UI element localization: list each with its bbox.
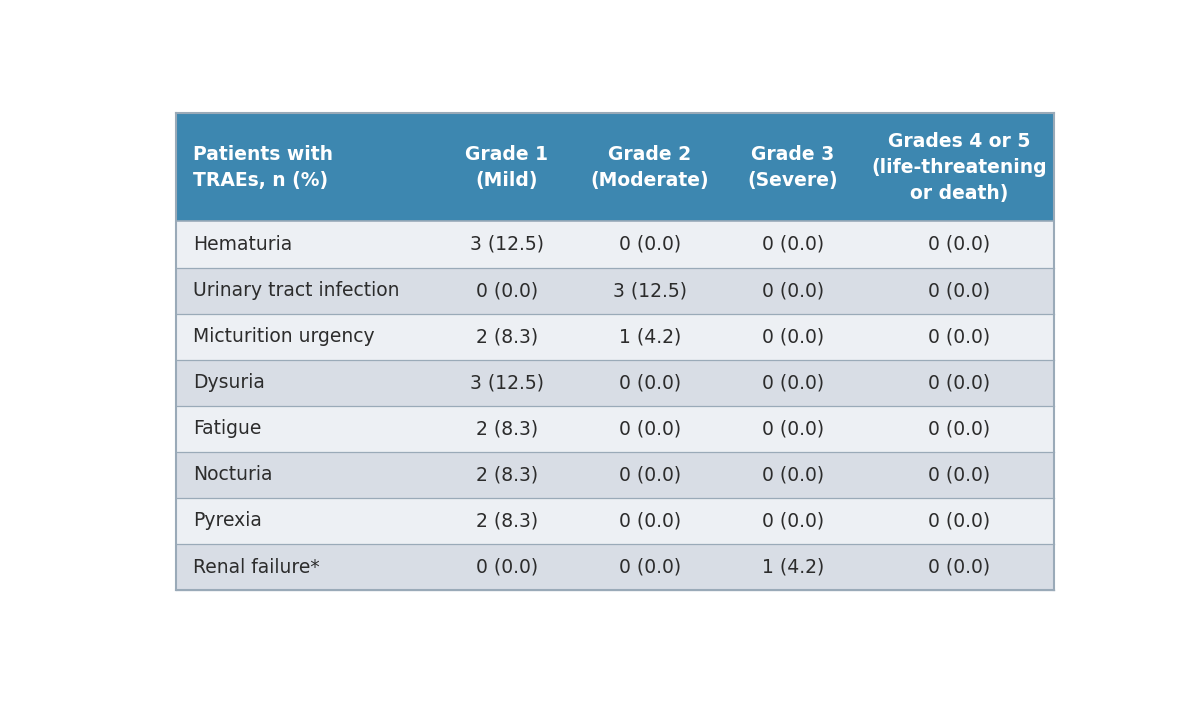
Text: Grade 1
(Mild): Grade 1 (Mild) — [466, 145, 548, 190]
Text: 2 (8.3): 2 (8.3) — [475, 327, 538, 346]
Bar — [578, 314, 721, 360]
Text: 0 (0.0): 0 (0.0) — [928, 327, 990, 346]
Text: 0 (0.0): 0 (0.0) — [762, 281, 824, 300]
Bar — [578, 360, 721, 406]
Text: 0 (0.0): 0 (0.0) — [928, 420, 990, 438]
Bar — [721, 221, 864, 267]
Text: 0 (0.0): 0 (0.0) — [928, 235, 990, 254]
Text: 0 (0.0): 0 (0.0) — [619, 420, 680, 438]
Text: 3 (12.5): 3 (12.5) — [469, 235, 544, 254]
Bar — [578, 406, 721, 452]
Text: 0 (0.0): 0 (0.0) — [619, 557, 680, 577]
Bar — [721, 498, 864, 544]
Bar — [721, 452, 864, 498]
Bar — [176, 267, 436, 314]
Text: 0 (0.0): 0 (0.0) — [762, 420, 824, 438]
Bar — [436, 221, 578, 267]
Text: 0 (0.0): 0 (0.0) — [619, 465, 680, 485]
Text: Grade 2
(Moderate): Grade 2 (Moderate) — [590, 145, 709, 190]
Bar — [578, 544, 721, 590]
Text: 0 (0.0): 0 (0.0) — [619, 511, 680, 531]
Bar — [721, 113, 864, 221]
Text: 0 (0.0): 0 (0.0) — [928, 281, 990, 300]
Bar — [176, 406, 436, 452]
Bar — [864, 113, 1054, 221]
Bar — [436, 452, 578, 498]
Bar — [864, 544, 1054, 590]
Bar — [721, 360, 864, 406]
Text: Renal failure*: Renal failure* — [193, 557, 319, 577]
Text: Hematuria: Hematuria — [193, 235, 292, 254]
Text: 3 (12.5): 3 (12.5) — [613, 281, 686, 300]
Bar — [176, 113, 436, 221]
Bar — [864, 360, 1054, 406]
Text: 2 (8.3): 2 (8.3) — [475, 465, 538, 485]
Text: 2 (8.3): 2 (8.3) — [475, 511, 538, 531]
Text: Urinary tract infection: Urinary tract infection — [193, 281, 400, 300]
Text: Nocturia: Nocturia — [193, 465, 272, 485]
Bar — [578, 221, 721, 267]
Bar — [176, 452, 436, 498]
Text: 0 (0.0): 0 (0.0) — [762, 465, 824, 485]
Bar — [176, 498, 436, 544]
Bar — [864, 406, 1054, 452]
Text: 0 (0.0): 0 (0.0) — [928, 511, 990, 531]
Text: 0 (0.0): 0 (0.0) — [762, 235, 824, 254]
Bar — [864, 221, 1054, 267]
Text: 0 (0.0): 0 (0.0) — [928, 465, 990, 485]
Text: 3 (12.5): 3 (12.5) — [469, 373, 544, 392]
Text: Fatigue: Fatigue — [193, 420, 262, 438]
Bar — [176, 544, 436, 590]
Text: 0 (0.0): 0 (0.0) — [475, 557, 538, 577]
Bar — [721, 406, 864, 452]
Bar — [864, 452, 1054, 498]
Text: 0 (0.0): 0 (0.0) — [928, 373, 990, 392]
Bar — [436, 113, 578, 221]
Bar — [436, 314, 578, 360]
Bar — [578, 113, 721, 221]
Text: Dysuria: Dysuria — [193, 373, 265, 392]
Bar — [176, 221, 436, 267]
Bar — [578, 498, 721, 544]
Bar — [864, 498, 1054, 544]
Text: Grade 3
(Severe): Grade 3 (Severe) — [748, 145, 838, 190]
Text: 0 (0.0): 0 (0.0) — [762, 327, 824, 346]
Bar — [176, 314, 436, 360]
Bar — [864, 314, 1054, 360]
Bar — [721, 314, 864, 360]
Text: 0 (0.0): 0 (0.0) — [475, 281, 538, 300]
Bar — [578, 267, 721, 314]
Text: 1 (4.2): 1 (4.2) — [762, 557, 824, 577]
Bar — [176, 360, 436, 406]
Bar — [436, 498, 578, 544]
Text: 0 (0.0): 0 (0.0) — [619, 373, 680, 392]
Text: 0 (0.0): 0 (0.0) — [762, 373, 824, 392]
Bar — [436, 360, 578, 406]
Bar — [721, 544, 864, 590]
Text: Micturition urgency: Micturition urgency — [193, 327, 374, 346]
Text: Patients with
TRAEs, n (%): Patients with TRAEs, n (%) — [193, 145, 332, 190]
Text: 0 (0.0): 0 (0.0) — [619, 235, 680, 254]
Text: 1 (4.2): 1 (4.2) — [618, 327, 680, 346]
Bar — [436, 544, 578, 590]
Text: Pyrexia: Pyrexia — [193, 511, 262, 531]
Text: Grades 4 or 5
(life-threatening
or death): Grades 4 or 5 (life-threatening or death… — [871, 132, 1046, 203]
Bar — [578, 452, 721, 498]
Text: 2 (8.3): 2 (8.3) — [475, 420, 538, 438]
Bar — [864, 267, 1054, 314]
Text: 0 (0.0): 0 (0.0) — [928, 557, 990, 577]
Text: 0 (0.0): 0 (0.0) — [762, 511, 824, 531]
Bar — [721, 267, 864, 314]
Bar — [436, 406, 578, 452]
Bar — [436, 267, 578, 314]
